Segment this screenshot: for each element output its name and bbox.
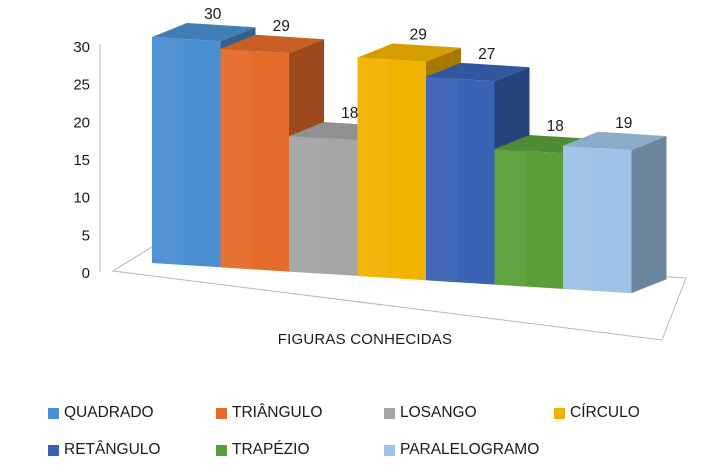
bar-top <box>357 43 461 62</box>
legend-label: PARALELOGRAMO <box>400 441 540 458</box>
legend-label: LOSANGO <box>400 404 477 421</box>
legend-swatch <box>216 444 227 456</box>
y-tick-label: 15 <box>73 152 90 169</box>
data-label: 29 <box>273 18 290 35</box>
legend-label: CÍRCULO <box>570 404 640 421</box>
bar-top <box>563 131 667 151</box>
y-tick-label: 5 <box>82 227 90 244</box>
bar-highlight <box>152 37 183 265</box>
data-label: 29 <box>410 26 427 43</box>
y-tick-label: 30 <box>73 39 90 56</box>
bar-top <box>426 62 530 82</box>
legend-item: PARALELOGRAMO <box>384 441 539 459</box>
data-label: 27 <box>478 46 495 63</box>
legend-label: QUADRADO <box>64 404 154 421</box>
legend-item: RETÂNGULO <box>48 441 160 459</box>
y-tick-label: 0 <box>82 265 90 282</box>
bar-highlight <box>289 136 320 274</box>
x-axis-title: FIGURAS CONHECIDAS <box>277 331 453 348</box>
bar-highlight <box>357 57 389 278</box>
bar-highlight <box>426 76 457 283</box>
legend-swatch <box>384 444 395 456</box>
bar-top <box>152 23 256 42</box>
data-label: 19 <box>615 115 632 132</box>
legend-item: TRIÂNGULO <box>216 404 322 422</box>
legend-item: TRAPÉZIO <box>216 441 310 459</box>
data-label: 18 <box>341 105 358 122</box>
bar-highlight <box>494 149 526 287</box>
y-tick-label: 20 <box>73 114 90 131</box>
legend-label: TRIÂNGULO <box>232 404 323 421</box>
bar-7: 19 <box>563 115 667 294</box>
bar-highlight <box>220 48 252 270</box>
data-label: 30 <box>204 6 222 23</box>
legend-label: TRAPÉZIO <box>232 441 310 458</box>
legend-item: LOSANGO <box>384 404 477 422</box>
legend-label: RETÂNGULO <box>64 441 161 458</box>
legend-swatch <box>384 407 395 419</box>
legend-swatch <box>48 444 59 456</box>
bar-side <box>631 136 667 294</box>
legend-item: QUADRADO <box>48 404 154 422</box>
legend-item: CÍRCULO <box>554 404 640 422</box>
y-tick-label: 10 <box>73 190 90 207</box>
data-label: 18 <box>547 118 564 135</box>
bar-highlight <box>563 145 594 291</box>
y-tick-label: 25 <box>73 77 90 94</box>
legend-swatch <box>48 407 59 419</box>
legend-swatch <box>554 407 565 419</box>
legend-swatch <box>216 407 227 419</box>
bar-top <box>220 34 324 54</box>
